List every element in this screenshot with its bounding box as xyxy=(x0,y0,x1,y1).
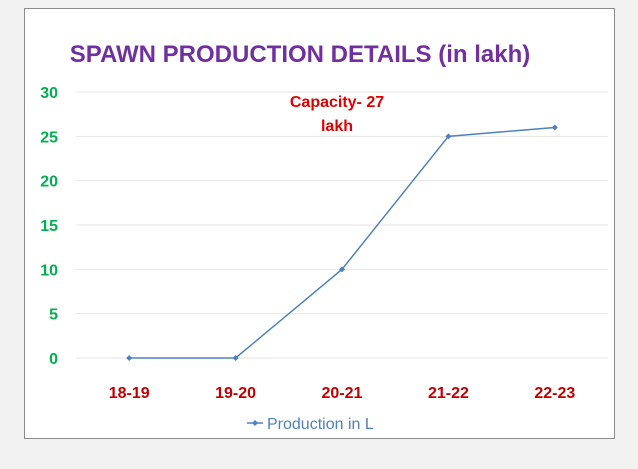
chart-title: SPAWN PRODUCTION DETAILS (in lakh) xyxy=(70,41,530,68)
chart-frame xyxy=(24,8,615,439)
y-tick-label: 0 xyxy=(49,351,58,368)
data-point xyxy=(445,133,452,140)
x-axis-ticks: 18-19 19-20 20-21 21-22 22-23 xyxy=(109,385,576,402)
y-tick-label: 5 xyxy=(49,307,58,324)
y-tick-label: 10 xyxy=(40,262,58,279)
x-tick-label: 18-19 xyxy=(109,385,150,402)
data-point xyxy=(232,355,239,361)
capacity-annotation-line-1: Capacity- 27 xyxy=(290,94,384,111)
data-point xyxy=(126,355,133,361)
x-tick-label: 20-21 xyxy=(322,385,363,402)
data-point xyxy=(551,124,558,131)
y-axis-ticks: 0 5 10 15 20 25 30 xyxy=(40,85,58,368)
x-tick-label: 21-22 xyxy=(428,385,469,402)
legend-label: Production in L xyxy=(267,416,374,433)
y-tick-label: 25 xyxy=(40,129,58,146)
legend: Production in L xyxy=(247,416,374,433)
x-tick-label: 22-23 xyxy=(534,385,575,402)
legend-marker xyxy=(252,420,258,426)
y-tick-label: 20 xyxy=(40,174,58,191)
series-production xyxy=(126,124,558,361)
x-tick-label: 19-20 xyxy=(215,385,256,402)
y-tick-label: 30 xyxy=(40,85,58,102)
y-tick-label: 15 xyxy=(40,218,58,235)
data-point xyxy=(339,266,345,273)
series-line xyxy=(129,126,555,359)
capacity-annotation-line-2: lakh xyxy=(321,118,353,135)
